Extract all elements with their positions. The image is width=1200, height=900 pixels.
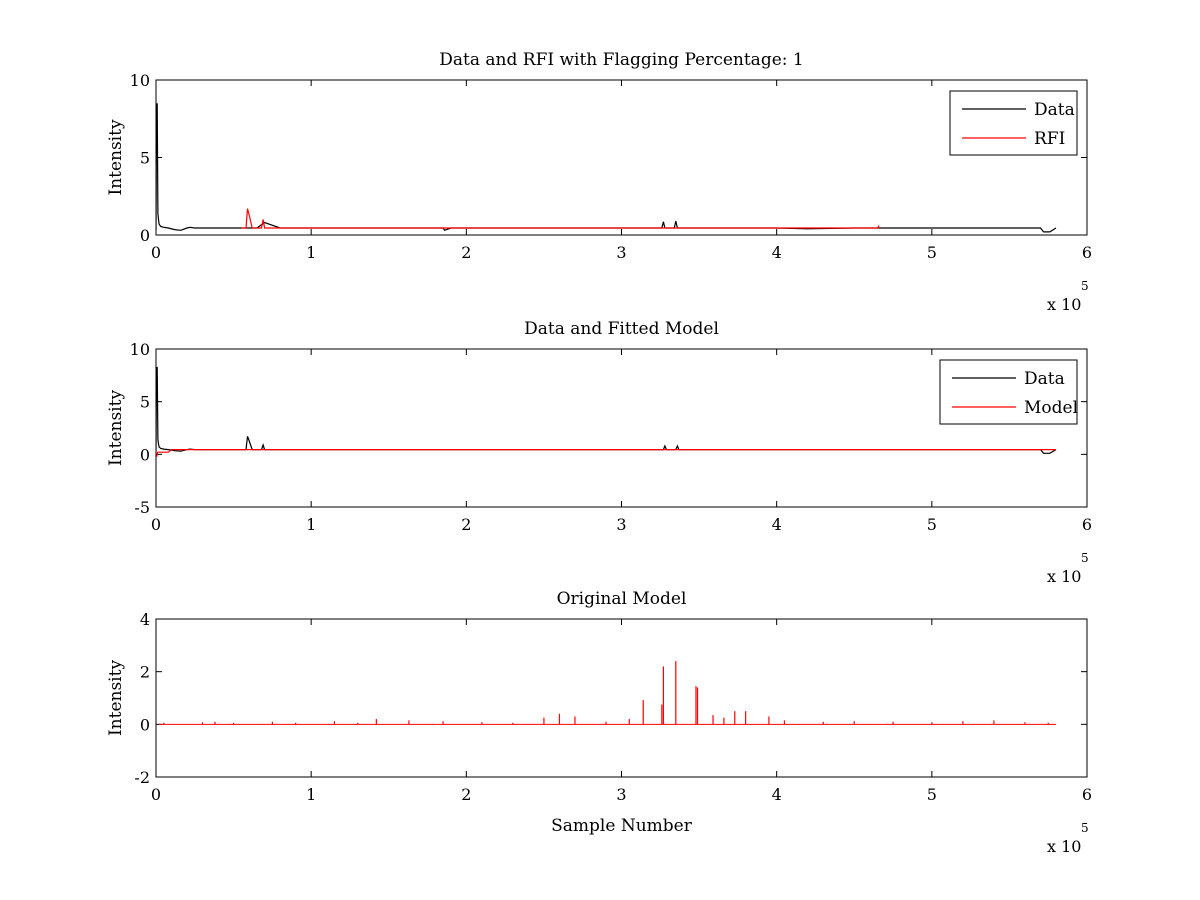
x-tick-label: 2 <box>461 515 471 534</box>
y-tick-label: 10 <box>130 340 150 359</box>
x-tick-label: 0 <box>151 785 161 804</box>
legend: Data RFI <box>949 90 1078 156</box>
plot-area-frame <box>155 79 1088 236</box>
x-tick-label: 0 <box>151 243 161 262</box>
x-multiplier-exponent: 5 <box>1081 821 1089 835</box>
legend-entry-label: Data <box>1024 369 1065 389</box>
x-tick-label: 6 <box>1082 243 1092 262</box>
plot-area-frame <box>155 618 1088 778</box>
x-multiplier-label: x 10 <box>1047 567 1081 586</box>
y-tick-label: 0 <box>140 715 150 734</box>
plot-series-group <box>156 103 1057 233</box>
legend-entry-label: Data <box>1034 100 1075 120</box>
y-tick-label: 5 <box>140 149 150 168</box>
x-tick-label: 5 <box>927 515 937 534</box>
x-tick-label: 2 <box>461 243 471 262</box>
y-tick-label: 4 <box>140 610 150 629</box>
y-tick-label: -2 <box>134 768 150 787</box>
x-tick-label: 1 <box>306 515 316 534</box>
x-multiplier-exponent: 5 <box>1081 279 1089 293</box>
series-line-data <box>156 103 1057 233</box>
legend-box <box>939 359 1078 425</box>
series-line-rfi <box>241 208 880 229</box>
y-axis-label: Intensity <box>106 660 126 736</box>
x-tick-label: 0 <box>151 515 161 534</box>
chart-title: Data and Fitted Model <box>524 319 719 339</box>
chart-title: Data and RFI with Flagging Percentage: 1 <box>439 50 803 70</box>
chart-title: Original Model <box>557 589 687 609</box>
series-line-data <box>156 366 1057 454</box>
y-tick-label: 2 <box>140 663 150 682</box>
x-tick-label: 5 <box>927 243 937 262</box>
x-tick-label: 4 <box>772 243 782 262</box>
x-tick-label: 4 <box>772 785 782 804</box>
y-tick-label: 10 <box>130 71 150 90</box>
x-axis-label: Sample Number <box>551 816 693 836</box>
y-tick-label: 5 <box>140 393 150 412</box>
x-tick-label: 5 <box>927 785 937 804</box>
legend-box <box>949 90 1078 156</box>
x-multiplier-label: x 10 <box>1047 295 1081 314</box>
plot-series-group <box>156 366 1057 457</box>
plot-series-group <box>159 661 1056 725</box>
x-tick-label: 2 <box>461 785 471 804</box>
x-tick-label: 3 <box>616 785 626 804</box>
chart-panel-1: 0 1 2 3 4 5 6 0 5 10 Data and RFI with Flagging Pe… <box>106 50 1092 314</box>
x-tick-label: 3 <box>616 243 626 262</box>
x-tick-label: 6 <box>1082 515 1092 534</box>
y-axis-label: Intensity <box>106 119 126 195</box>
x-tick-label: 3 <box>616 515 626 534</box>
x-tick-label: 1 <box>306 243 316 262</box>
x-tick-label: 6 <box>1082 785 1092 804</box>
x-tick-label: 1 <box>306 785 316 804</box>
y-tick-label: -5 <box>134 498 150 517</box>
series-line-model <box>156 449 1056 457</box>
legend: Data Model <box>939 359 1078 425</box>
y-axis-label: Intensity <box>106 390 126 466</box>
legend-entry-label: RFI <box>1034 129 1065 149</box>
x-tick-label: 4 <box>772 515 782 534</box>
y-tick-label: 0 <box>140 445 150 464</box>
legend-entry-label: Model <box>1024 398 1078 418</box>
x-multiplier-exponent: 5 <box>1081 551 1089 565</box>
x-multiplier-label: x 10 <box>1047 837 1081 856</box>
y-tick-label: 0 <box>140 226 150 245</box>
